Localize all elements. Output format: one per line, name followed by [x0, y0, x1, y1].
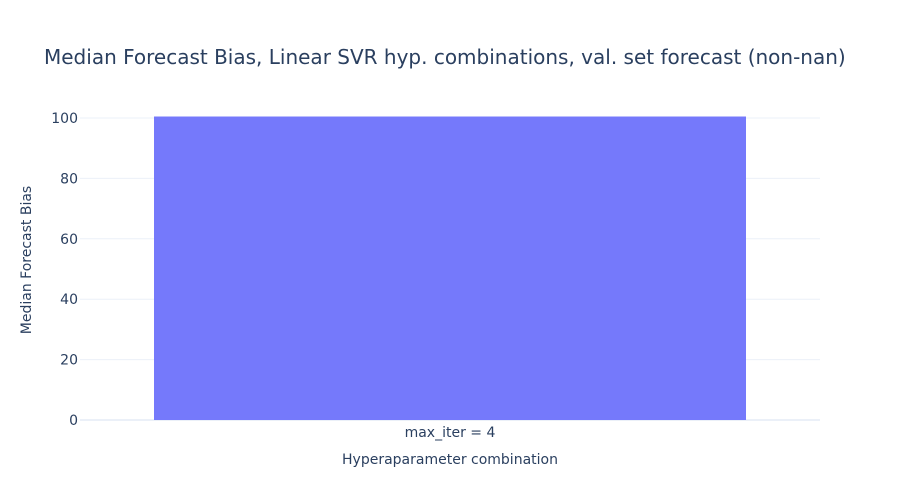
- y-tick-label: 0: [69, 413, 78, 429]
- y-tick-labels: 0 20 40 60 80 100: [51, 111, 78, 429]
- y-tick-label: 80: [60, 171, 78, 187]
- y-tick-label: 40: [60, 292, 78, 308]
- bar: [154, 116, 746, 421]
- x-tick-labels: max_iter = 4: [405, 425, 496, 441]
- y-tick-label: 100: [51, 111, 78, 127]
- y-tick-label: 60: [60, 232, 78, 248]
- y-axis-title: Median Forecast Bias: [19, 186, 35, 334]
- chart-title: Median Forecast Bias, Linear SVR hyp. co…: [44, 45, 846, 69]
- x-axis-title: Hyperaparameter combination: [342, 452, 558, 468]
- bars: [154, 116, 746, 421]
- x-tick-label: max_iter = 4: [405, 425, 496, 441]
- y-tick-label: 20: [60, 353, 78, 369]
